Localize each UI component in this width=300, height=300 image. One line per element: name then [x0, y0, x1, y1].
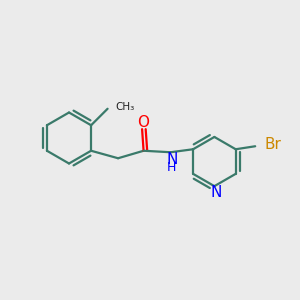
Text: Br: Br — [264, 137, 281, 152]
Text: O: O — [137, 115, 149, 130]
Text: N: N — [166, 152, 178, 167]
Text: N: N — [210, 185, 222, 200]
Text: CH₃: CH₃ — [115, 102, 134, 112]
Text: H: H — [167, 161, 176, 174]
